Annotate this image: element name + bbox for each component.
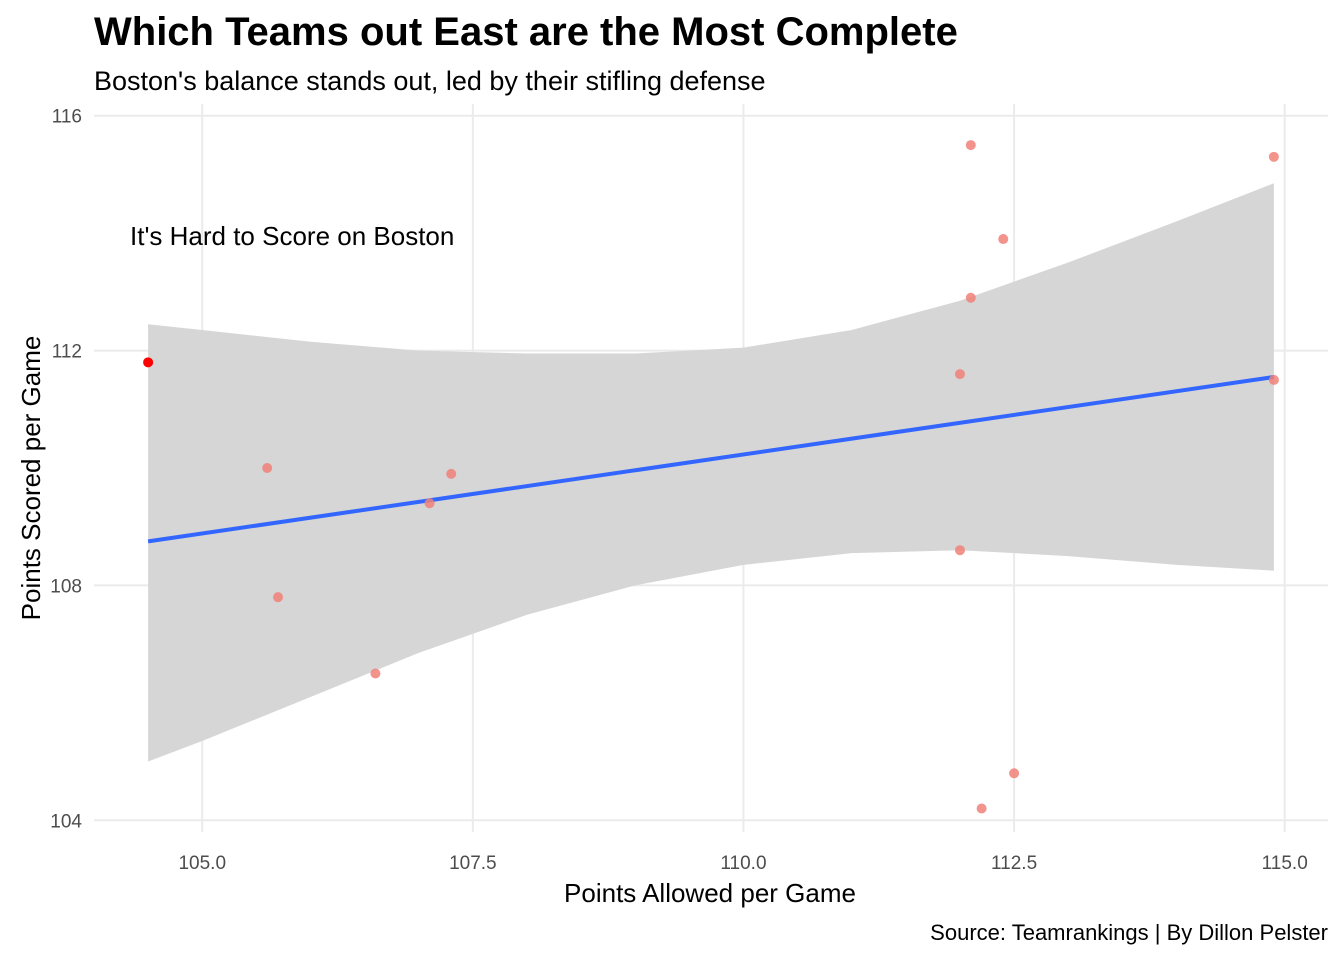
data-point [954, 545, 965, 556]
data-point [273, 592, 284, 603]
axis-tick-labels: 105.0 107.5 110.0 112.5 115.0 104 108 112 116 [50, 107, 1307, 874]
x-tick-label: 107.5 [449, 853, 497, 874]
y-tick-label: 104 [50, 811, 82, 832]
highlight-data-point [143, 357, 154, 368]
data-points [143, 140, 1279, 814]
data-point [424, 498, 435, 509]
data-point [1268, 374, 1279, 385]
x-tick-label: 105.0 [178, 853, 226, 874]
data-point [370, 668, 381, 679]
data-point [954, 369, 965, 380]
chart-title: Which Teams out East are the Most Comple… [94, 10, 958, 54]
data-point [1009, 768, 1020, 779]
confidence-band [148, 183, 1274, 762]
y-tick-label: 116 [52, 107, 82, 128]
chart-annotation: It's Hard to Score on Boston [130, 221, 454, 251]
chart-subtitle: Boston's balance stands out, led by thei… [94, 66, 766, 96]
x-tick-label: 112.5 [991, 853, 1037, 874]
y-axis-label: Points Scored per Game [16, 336, 46, 621]
data-point [976, 803, 987, 814]
data-point [446, 468, 457, 479]
confidence-band-layer [148, 183, 1274, 762]
x-axis-label: Points Allowed per Game [564, 878, 856, 908]
chart-caption: Source: Teamrankings | By Dillon Pelster [930, 920, 1328, 945]
x-tick-label: 115.0 [1262, 853, 1308, 874]
data-point [262, 463, 273, 473]
trend-line [147, 375, 1275, 544]
data-point [1268, 151, 1279, 162]
y-tick-label: 108 [50, 576, 82, 597]
trend-line-layer [147, 375, 1275, 544]
x-tick-label: 110.0 [720, 853, 766, 874]
data-point [965, 292, 976, 303]
data-point [965, 140, 976, 151]
y-tick-label: 112 [52, 342, 82, 363]
data-point [998, 234, 1009, 245]
